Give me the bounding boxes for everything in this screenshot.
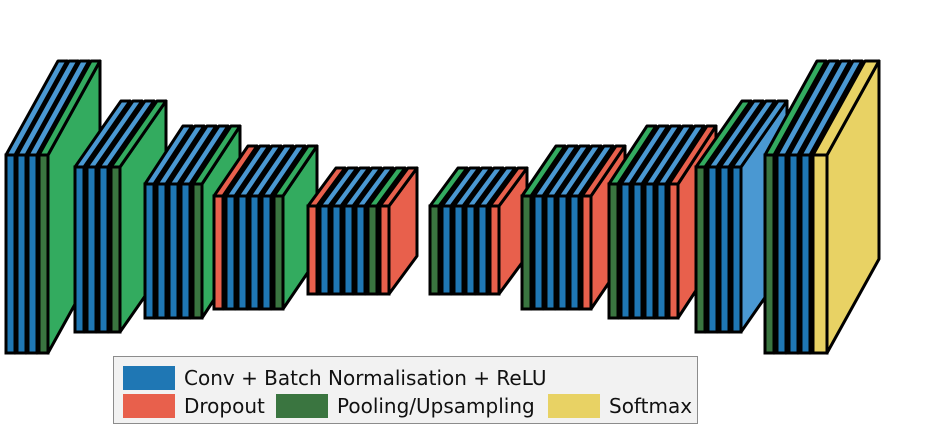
- layer-front-face: [167, 182, 180, 320]
- layer-front-face: [476, 204, 489, 296]
- layer-front-face: [811, 153, 829, 355]
- layer-front-face: [799, 153, 812, 355]
- layer-front-face: [580, 194, 593, 311]
- layer-front-face: [85, 165, 98, 334]
- layer-front-face: [15, 153, 28, 355]
- layer-front-face: [73, 165, 86, 334]
- layer-front-face: [556, 194, 569, 311]
- layer-front-face: [568, 194, 581, 311]
- legend-item-pool: Pooling/Upsampling: [276, 393, 535, 419]
- layer-front-face: [236, 194, 249, 311]
- layer-front-face: [775, 153, 788, 355]
- layer-front-face: [354, 204, 367, 296]
- layer-pool-19: [272, 144, 319, 311]
- legend-label-pool: Pooling/Upsampling: [337, 394, 535, 418]
- legend-swatch-conv: [123, 366, 175, 390]
- legend-label-softmax: Softmax: [609, 394, 693, 418]
- layer-front-face: [730, 165, 743, 334]
- layer-softmax-53: [811, 59, 881, 355]
- layer-front-face: [143, 182, 156, 320]
- layer-dropout-32: [488, 166, 529, 296]
- layer-dropout-26: [378, 166, 419, 296]
- layer-front-face: [378, 204, 391, 296]
- layer-front-face: [452, 204, 465, 296]
- layer-front-face: [667, 182, 680, 320]
- legend-item-conv: Conv + Batch Normalisation + ReLU: [123, 365, 547, 391]
- layer-front-face: [37, 153, 50, 355]
- layer-front-face: [488, 204, 501, 296]
- layer-front-face: [643, 182, 656, 320]
- layer-front-face: [26, 153, 39, 355]
- layer-front-face: [342, 204, 355, 296]
- legend-swatch-pool: [276, 394, 328, 418]
- layer-front-face: [318, 204, 331, 296]
- layer-front-face: [260, 194, 273, 311]
- layer-front-face: [224, 194, 237, 311]
- layer-front-face: [607, 182, 620, 320]
- layer-front-face: [787, 153, 800, 355]
- layer-front-face: [306, 204, 319, 296]
- layer-front-face: [718, 165, 731, 334]
- layer-front-face: [155, 182, 168, 320]
- layer-front-face: [366, 204, 379, 296]
- layer-front-face: [97, 165, 110, 334]
- layer-front-face: [544, 194, 557, 311]
- layer-front-face: [763, 153, 776, 355]
- layer-front-face: [272, 194, 285, 311]
- legend-item-dropout: Dropout: [123, 393, 265, 419]
- layer-front-face: [619, 182, 632, 320]
- layer-front-face: [694, 165, 707, 334]
- layer-front-face: [631, 182, 644, 320]
- layer-front-face: [440, 204, 453, 296]
- layer-front-face: [109, 165, 122, 334]
- legend-item-softmax: Softmax: [548, 393, 692, 419]
- layer-front-face: [191, 182, 204, 320]
- layer-front-face: [428, 204, 441, 296]
- layer-front-face: [330, 204, 343, 296]
- layer-front-face: [212, 194, 225, 311]
- layer-front-face: [532, 194, 545, 311]
- layer-front-face: [706, 165, 719, 334]
- layer-front-face: [655, 182, 668, 320]
- layer-front-face: [520, 194, 533, 311]
- layer-front-face: [464, 204, 477, 296]
- legend-label-dropout: Dropout: [184, 394, 265, 418]
- legend-label-conv: Conv + Batch Normalisation + ReLU: [184, 366, 547, 390]
- layer-front-face: [179, 182, 192, 320]
- legend-swatch-softmax: [548, 394, 600, 418]
- layer-front-face: [248, 194, 261, 311]
- legend-swatch-dropout: [123, 394, 175, 418]
- layer-front-face: [4, 153, 17, 355]
- legend: Conv + Batch Normalisation + ReLU Dropou…: [113, 356, 698, 424]
